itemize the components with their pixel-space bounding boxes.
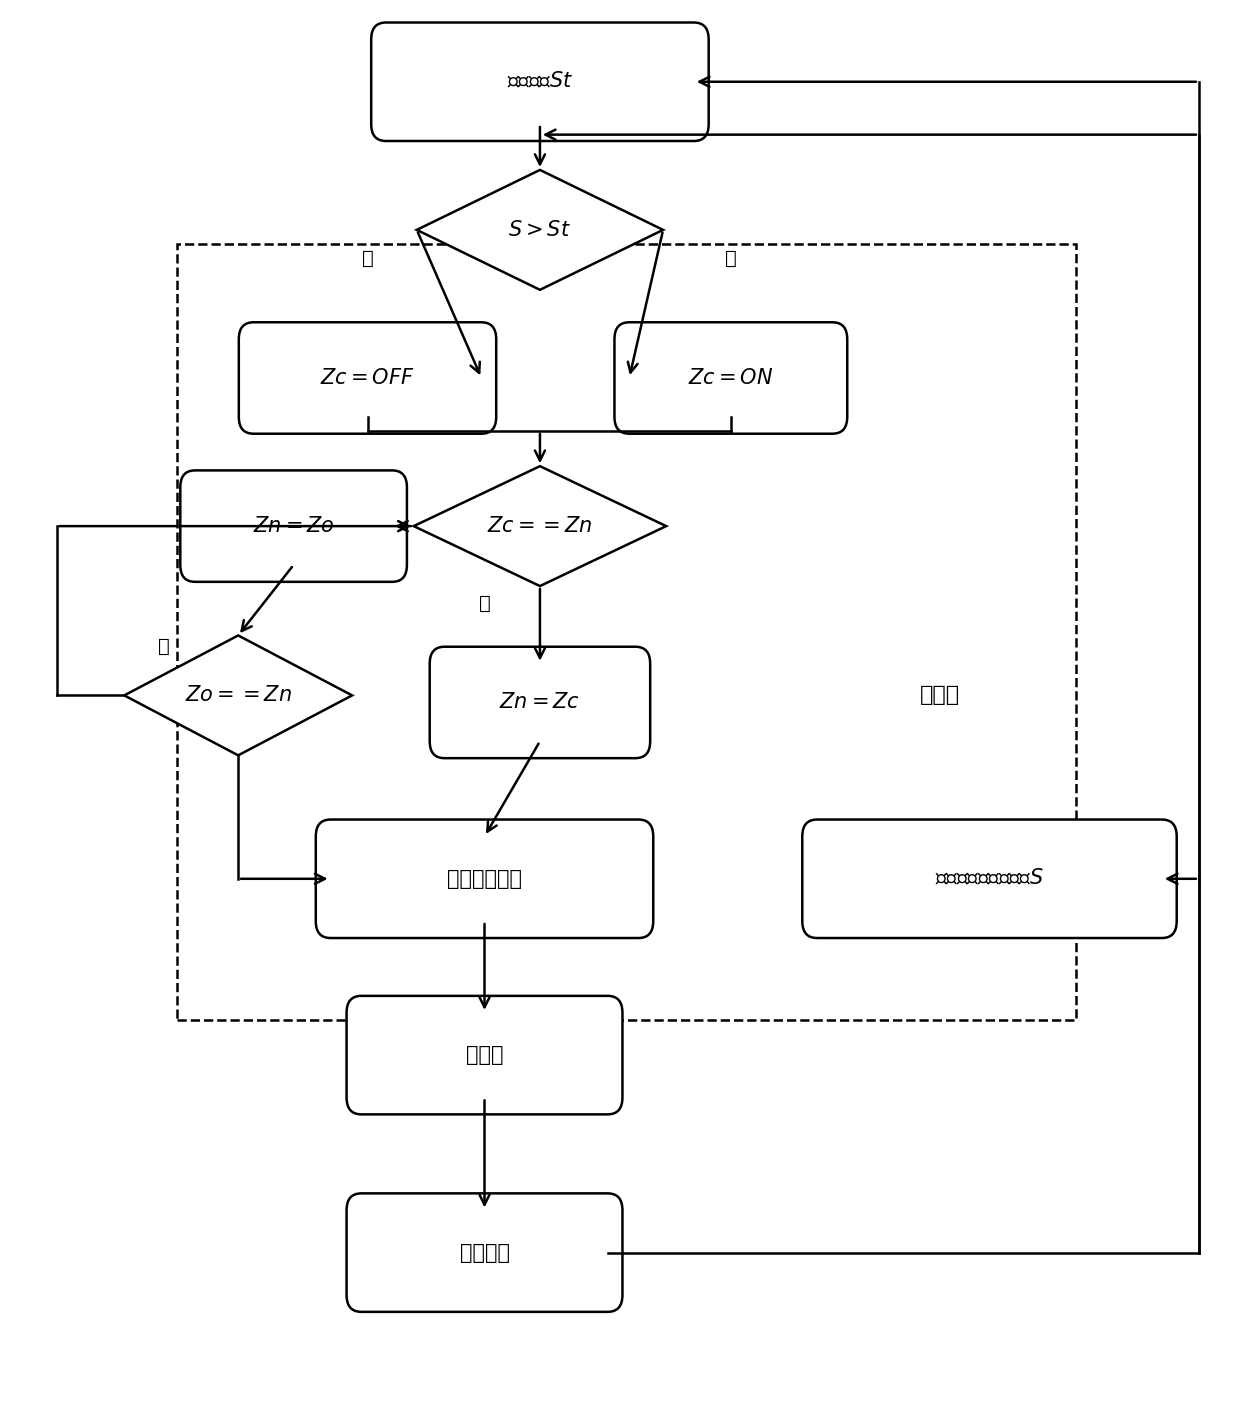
Text: $Zn=Zo$: $Zn=Zo$ xyxy=(253,517,335,536)
Polygon shape xyxy=(124,636,352,755)
Text: 位移传感器测量数据$S$: 位移传感器测量数据$S$ xyxy=(935,868,1044,888)
FancyBboxPatch shape xyxy=(615,322,847,434)
Text: 光快门: 光快门 xyxy=(466,1046,503,1066)
Polygon shape xyxy=(414,467,666,586)
FancyBboxPatch shape xyxy=(239,322,496,434)
Text: 目标位移$St$: 目标位移$St$ xyxy=(507,72,573,92)
Polygon shape xyxy=(417,170,663,289)
Text: 计算机: 计算机 xyxy=(920,685,960,705)
Text: $Zo==Zn$: $Zo==Zn$ xyxy=(185,685,291,705)
Text: 否: 否 xyxy=(725,248,737,268)
Text: $Zc==Zn$: $Zc==Zn$ xyxy=(487,517,593,536)
FancyBboxPatch shape xyxy=(346,1193,622,1311)
FancyBboxPatch shape xyxy=(346,996,622,1114)
FancyBboxPatch shape xyxy=(430,647,650,758)
FancyBboxPatch shape xyxy=(802,820,1177,938)
FancyBboxPatch shape xyxy=(316,820,653,938)
Text: $Zn=Zc$: $Zn=Zc$ xyxy=(500,692,580,712)
Text: 否: 否 xyxy=(479,595,490,613)
Text: 否: 否 xyxy=(159,637,170,656)
Text: $Zc=ON$: $Zc=ON$ xyxy=(688,368,774,387)
Text: 光电陶瓷: 光电陶瓷 xyxy=(460,1243,510,1263)
Text: 是: 是 xyxy=(362,248,373,268)
FancyBboxPatch shape xyxy=(180,470,407,582)
Text: $Zc=OFF$: $Zc=OFF$ xyxy=(320,368,415,387)
Text: 光快门控制器: 光快门控制器 xyxy=(446,868,522,888)
Bar xyxy=(176,244,1076,1020)
Text: $S>St$: $S>St$ xyxy=(508,220,572,240)
FancyBboxPatch shape xyxy=(371,23,709,140)
